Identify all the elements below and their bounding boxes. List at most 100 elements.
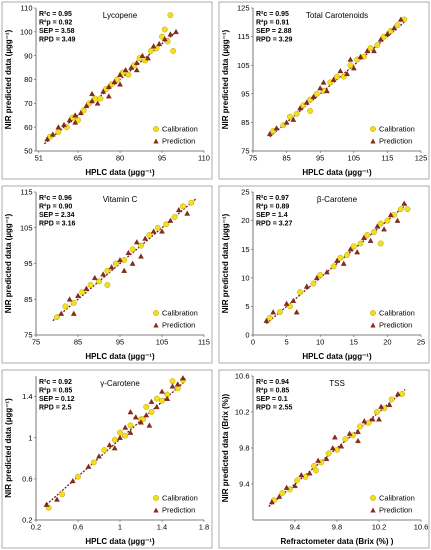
prediction-point <box>127 409 134 415</box>
calibration-point <box>143 403 150 410</box>
prediction-point <box>276 493 283 499</box>
prediction-point <box>89 98 95 104</box>
prediction-point <box>164 395 171 401</box>
stat-sep: = <box>267 11 275 18</box>
chart-panel-3: 75 85 95 105 115 75 85 95 105 115 HPLC data (µgg⁻¹… <box>1 185 213 364</box>
calibration-point <box>154 224 161 231</box>
stat-sep: = <box>268 388 276 395</box>
calibration-point <box>394 22 401 29</box>
prediction-point <box>174 381 181 387</box>
chart-title: Total Carotenoids <box>306 11 368 20</box>
stat-value: 0.85 <box>276 388 290 395</box>
stat-sep: SEP = 2.88 <box>256 28 292 35</box>
x-tick-label: 95 <box>158 154 166 163</box>
stat-sep: = <box>267 195 275 202</box>
stat-value: 0.95 <box>58 11 72 18</box>
calibration-point <box>317 271 324 278</box>
prediction-point <box>395 391 401 397</box>
calibration-point <box>180 203 186 210</box>
x-tick-label: 95 <box>316 154 324 163</box>
y-axis-title: NIR predicted data (µgg⁻¹) <box>4 213 13 313</box>
prediction-point <box>91 274 98 281</box>
legend-calibration-marker <box>370 495 376 501</box>
legend-calibration-label: Calibration <box>379 309 415 318</box>
calibration-point <box>101 447 108 454</box>
legend-calibration-label: Calibration <box>379 494 415 503</box>
legend-calibration-marker <box>370 126 376 132</box>
calibration-point <box>153 395 160 402</box>
legend-prediction-label: Prediction <box>379 506 412 515</box>
prediction-point <box>159 228 165 234</box>
prediction-point <box>292 482 298 489</box>
prediction-point <box>133 67 140 73</box>
y-tick-label: 50 <box>24 147 32 156</box>
calibration-point <box>276 309 283 316</box>
prediction-point <box>100 88 107 94</box>
y-tick-label: 20 <box>241 216 249 225</box>
x-tick-label: 1.8 <box>199 523 209 532</box>
stat-rpd: RPD = 3.29 <box>256 37 292 44</box>
prediction-point <box>283 484 290 490</box>
stat-label: R²c <box>39 11 50 18</box>
x-tick-label: 1 <box>118 523 122 532</box>
stat-sep: = <box>50 11 58 18</box>
chart-title: Vitamin C <box>103 195 138 204</box>
regression-line <box>266 202 408 325</box>
y-tick-label: 9.8 <box>239 444 249 453</box>
y-tick-label: 1.4 <box>22 392 32 401</box>
calibration-point <box>377 220 384 227</box>
stat-r2p: R²p = 0.92 <box>39 20 72 27</box>
chart-title: Lycopene <box>103 11 138 20</box>
stat-label: R²p <box>256 204 268 211</box>
calibration-point <box>334 73 340 80</box>
stat-r2p: R²p = 0.85 <box>256 388 289 395</box>
calibration-point <box>169 378 176 385</box>
stat-label: R²p <box>39 204 51 211</box>
stat-r2p: R²p = 0.90 <box>39 204 72 211</box>
calibration-point <box>373 409 380 415</box>
prediction-point <box>117 434 123 440</box>
prediction-point <box>354 249 361 255</box>
calibration-point <box>367 45 374 51</box>
prediction-point <box>303 99 310 105</box>
y-axis-title: NIR predicted data (µgg⁻¹) <box>221 29 230 129</box>
prediction-point <box>133 59 140 66</box>
stat-label: R²p <box>256 388 268 395</box>
stat-label: SEP <box>39 28 53 35</box>
calibration-point <box>170 47 177 54</box>
calibration-point <box>313 90 320 97</box>
prediction-point <box>150 43 157 49</box>
prediction-point <box>330 76 337 82</box>
calibration-point <box>117 429 123 436</box>
y-tick-label: 15 <box>241 245 249 254</box>
stat-r2c: R²c = 0.92 <box>39 379 72 386</box>
chart-title: TSS <box>329 379 345 388</box>
stat-value: 2.5 <box>62 405 72 412</box>
calibration-point <box>342 436 349 442</box>
prediction-point <box>111 445 118 451</box>
prediction-point <box>357 53 364 59</box>
y-tick-label: 105 <box>237 61 250 70</box>
calibration-point <box>140 416 147 423</box>
stat-label: RPD <box>39 221 54 228</box>
y-tick-label: 25 <box>241 188 249 197</box>
prediction-point <box>122 424 129 430</box>
prediction-point <box>117 257 123 263</box>
prediction-point <box>156 40 163 46</box>
x-tick-label: 75 <box>249 154 257 163</box>
x-tick-label: 9.8 <box>332 523 342 532</box>
y-tick-label: 85 <box>241 118 249 127</box>
prediction-point <box>72 112 79 118</box>
y-axis-title: NIR predicted data (Brix (%)) <box>221 393 230 502</box>
prediction-point <box>142 235 149 241</box>
calibration-point <box>357 240 364 247</box>
legend-calibration-label: Calibration <box>379 125 415 134</box>
prediction-point <box>386 401 393 408</box>
prediction-point <box>129 260 136 266</box>
prediction-point <box>70 310 77 316</box>
prediction-point <box>161 36 168 42</box>
x-tick-label: 0 <box>251 338 255 347</box>
calibration-point <box>293 110 300 117</box>
prediction-point <box>266 130 273 137</box>
prediction-point <box>270 309 277 315</box>
